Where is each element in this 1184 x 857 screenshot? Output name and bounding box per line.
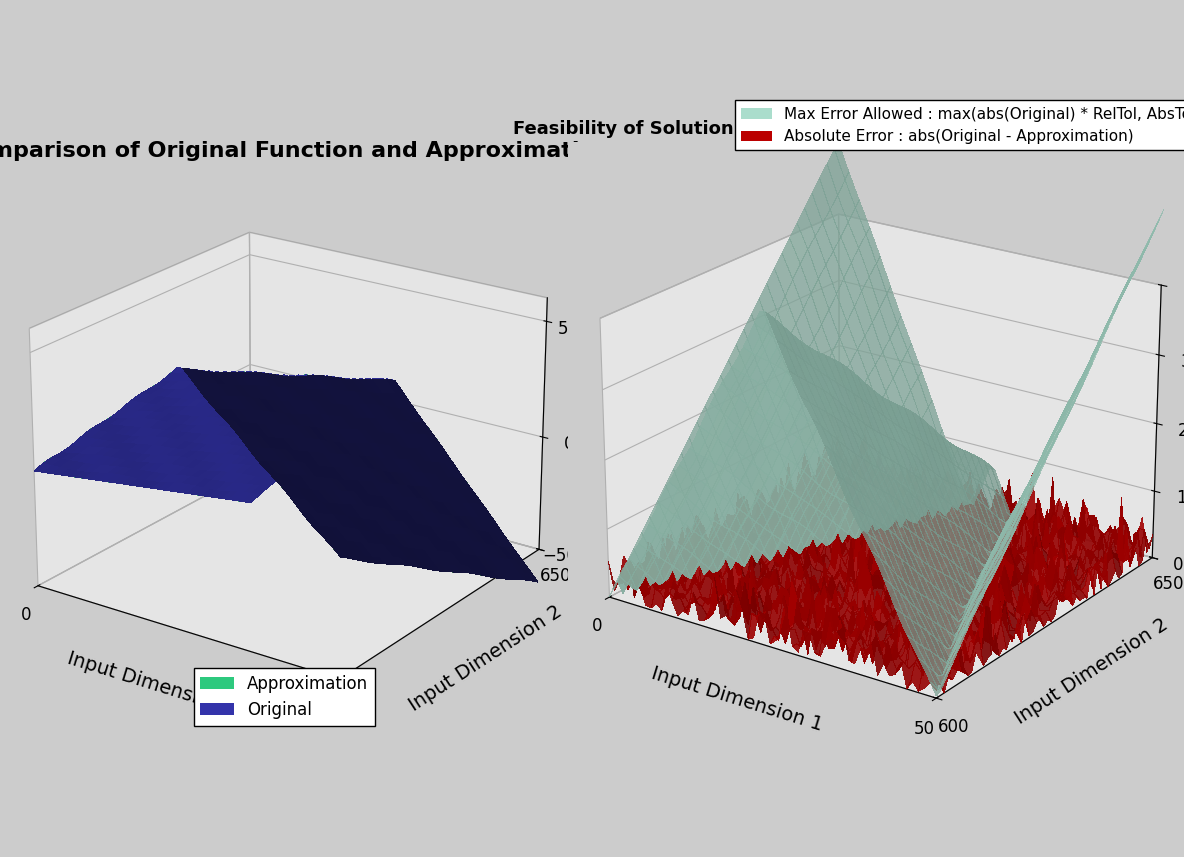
Legend: Max Error Allowed : max(abs(Original) * RelTol, AbsTol), Absolute Error : abs(Or: Max Error Allowed : max(abs(Original) * …	[735, 100, 1184, 150]
Title: Feasibility of Solution: Feasible AbsTol = 0.0078125 RelTol = 0.0078125: Feasibility of Solution: Feasible AbsTol…	[514, 120, 1184, 138]
Y-axis label: Input Dimension 2: Input Dimension 2	[1011, 615, 1171, 728]
Title: Comparison of Original Function and Approximation: Comparison of Original Function and Appr…	[0, 141, 611, 161]
Legend: Approximation, Original: Approximation, Original	[194, 668, 374, 726]
X-axis label: Input Dimension 1: Input Dimension 1	[649, 664, 825, 734]
Y-axis label: Input Dimension 2: Input Dimension 2	[406, 602, 566, 715]
X-axis label: Input Dimension 1: Input Dimension 1	[65, 649, 242, 720]
